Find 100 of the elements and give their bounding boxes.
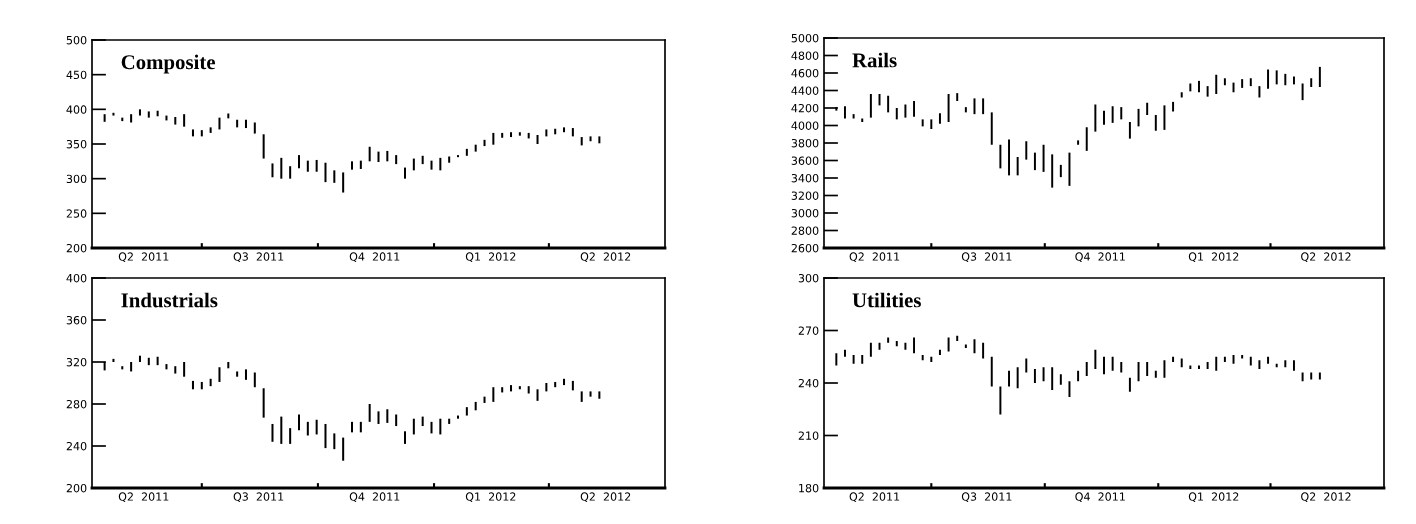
- y-tick-label: 210: [798, 431, 819, 440]
- bar: [306, 160, 309, 172]
- y-tick-label: 3200: [791, 191, 819, 200]
- bar: [297, 414, 300, 431]
- y-tick-label: 3600: [791, 156, 819, 165]
- text: Utilities: [852, 292, 921, 308]
- bar: [421, 155, 424, 165]
- bar: [262, 134, 265, 159]
- bar: [165, 364, 168, 370]
- y-tick-label: 270: [798, 326, 819, 335]
- x-tick-label: Q3 2011: [961, 492, 1012, 503]
- bar: [571, 380, 574, 391]
- bar: [518, 132, 521, 136]
- bar: [324, 423, 327, 449]
- y-tick-label: 360: [66, 315, 87, 325]
- bar: [465, 407, 468, 416]
- bar: [236, 119, 239, 128]
- bar: [377, 151, 380, 163]
- bar: [253, 372, 256, 388]
- y-tick-label: 4200: [791, 103, 819, 113]
- x-tick-label: Q2 2012: [580, 252, 631, 263]
- x-tick-label: Q2 2012: [1301, 492, 1351, 503]
- text: Rails: [852, 52, 897, 68]
- bar: [130, 362, 133, 372]
- bar: [218, 367, 221, 382]
- x-tick-label: Q4 2011: [349, 252, 400, 263]
- bar: [430, 421, 433, 434]
- x-tick-label: Q3 2011: [961, 252, 1012, 263]
- bar: [112, 112, 115, 116]
- bar: [386, 150, 389, 162]
- bar: [563, 378, 566, 386]
- y-tick-label: 400: [66, 273, 87, 283]
- bar: [483, 139, 486, 147]
- bar: [510, 385, 513, 392]
- bar: [227, 362, 230, 369]
- bar: [218, 117, 221, 130]
- y-tick-label: 500: [66, 35, 87, 45]
- bar: [377, 411, 380, 424]
- bar: [527, 132, 530, 139]
- bar: [439, 157, 442, 171]
- bar: [359, 160, 362, 169]
- bar: [580, 137, 583, 146]
- bar: [138, 109, 141, 116]
- bar: [227, 113, 230, 119]
- bar: [156, 110, 159, 117]
- bar: [244, 119, 247, 129]
- bar: [536, 389, 539, 401]
- y-tick-label: 240: [798, 378, 819, 388]
- y-tick-label: 320: [66, 357, 87, 367]
- bar: [448, 156, 451, 163]
- bar: [474, 144, 477, 152]
- x-tick-label: Q4 2011: [349, 492, 400, 503]
- bar: [333, 170, 336, 183]
- bar: [333, 433, 336, 450]
- bar: [209, 127, 212, 133]
- bar: [121, 366, 124, 370]
- x-tick-label: Q2 2011: [849, 492, 900, 503]
- bar: [457, 155, 460, 158]
- bar: [368, 146, 371, 162]
- bar: [492, 132, 495, 145]
- x-tick-label: Q2 2011: [849, 252, 900, 263]
- bar: [501, 387, 504, 393]
- bar: [510, 132, 513, 138]
- bar: [386, 409, 389, 423]
- bar: [271, 423, 274, 442]
- bar: [554, 381, 557, 388]
- bar: [183, 114, 186, 127]
- bar: [589, 391, 592, 397]
- x-tick-label: Q1 2012: [465, 492, 516, 503]
- bar: [448, 418, 451, 424]
- bar: [174, 366, 177, 374]
- bar: [465, 148, 468, 156]
- bar: [103, 114, 106, 122]
- bar: [130, 114, 133, 123]
- y-tick-label: 200: [66, 243, 87, 253]
- bar: [262, 388, 265, 418]
- bar: [342, 437, 345, 461]
- bar: [289, 166, 292, 179]
- bar: [483, 396, 486, 403]
- bar: [315, 419, 318, 435]
- x-tick-label: Q1 2012: [465, 252, 516, 263]
- y-tick-label: 4400: [791, 86, 819, 95]
- y-tick-label: 2800: [791, 226, 819, 235]
- bar: [350, 161, 354, 170]
- bar: [236, 371, 239, 377]
- y-tick-label: 3000: [791, 208, 819, 218]
- y-tick-label: 5000: [791, 33, 819, 43]
- bar: [412, 418, 415, 435]
- bar: [191, 129, 194, 137]
- bar: [315, 159, 318, 172]
- bar: [368, 404, 371, 422]
- text: Composite: [121, 54, 216, 74]
- bar: [598, 136, 601, 144]
- bar: [412, 158, 415, 171]
- x-tick-label: Q2 2011: [118, 252, 169, 263]
- bar: [403, 167, 407, 179]
- x-tick-label: Q1 2012: [1188, 492, 1239, 503]
- bar: [545, 129, 548, 137]
- y-tick-label: 200: [66, 483, 87, 493]
- bar: [350, 421, 354, 433]
